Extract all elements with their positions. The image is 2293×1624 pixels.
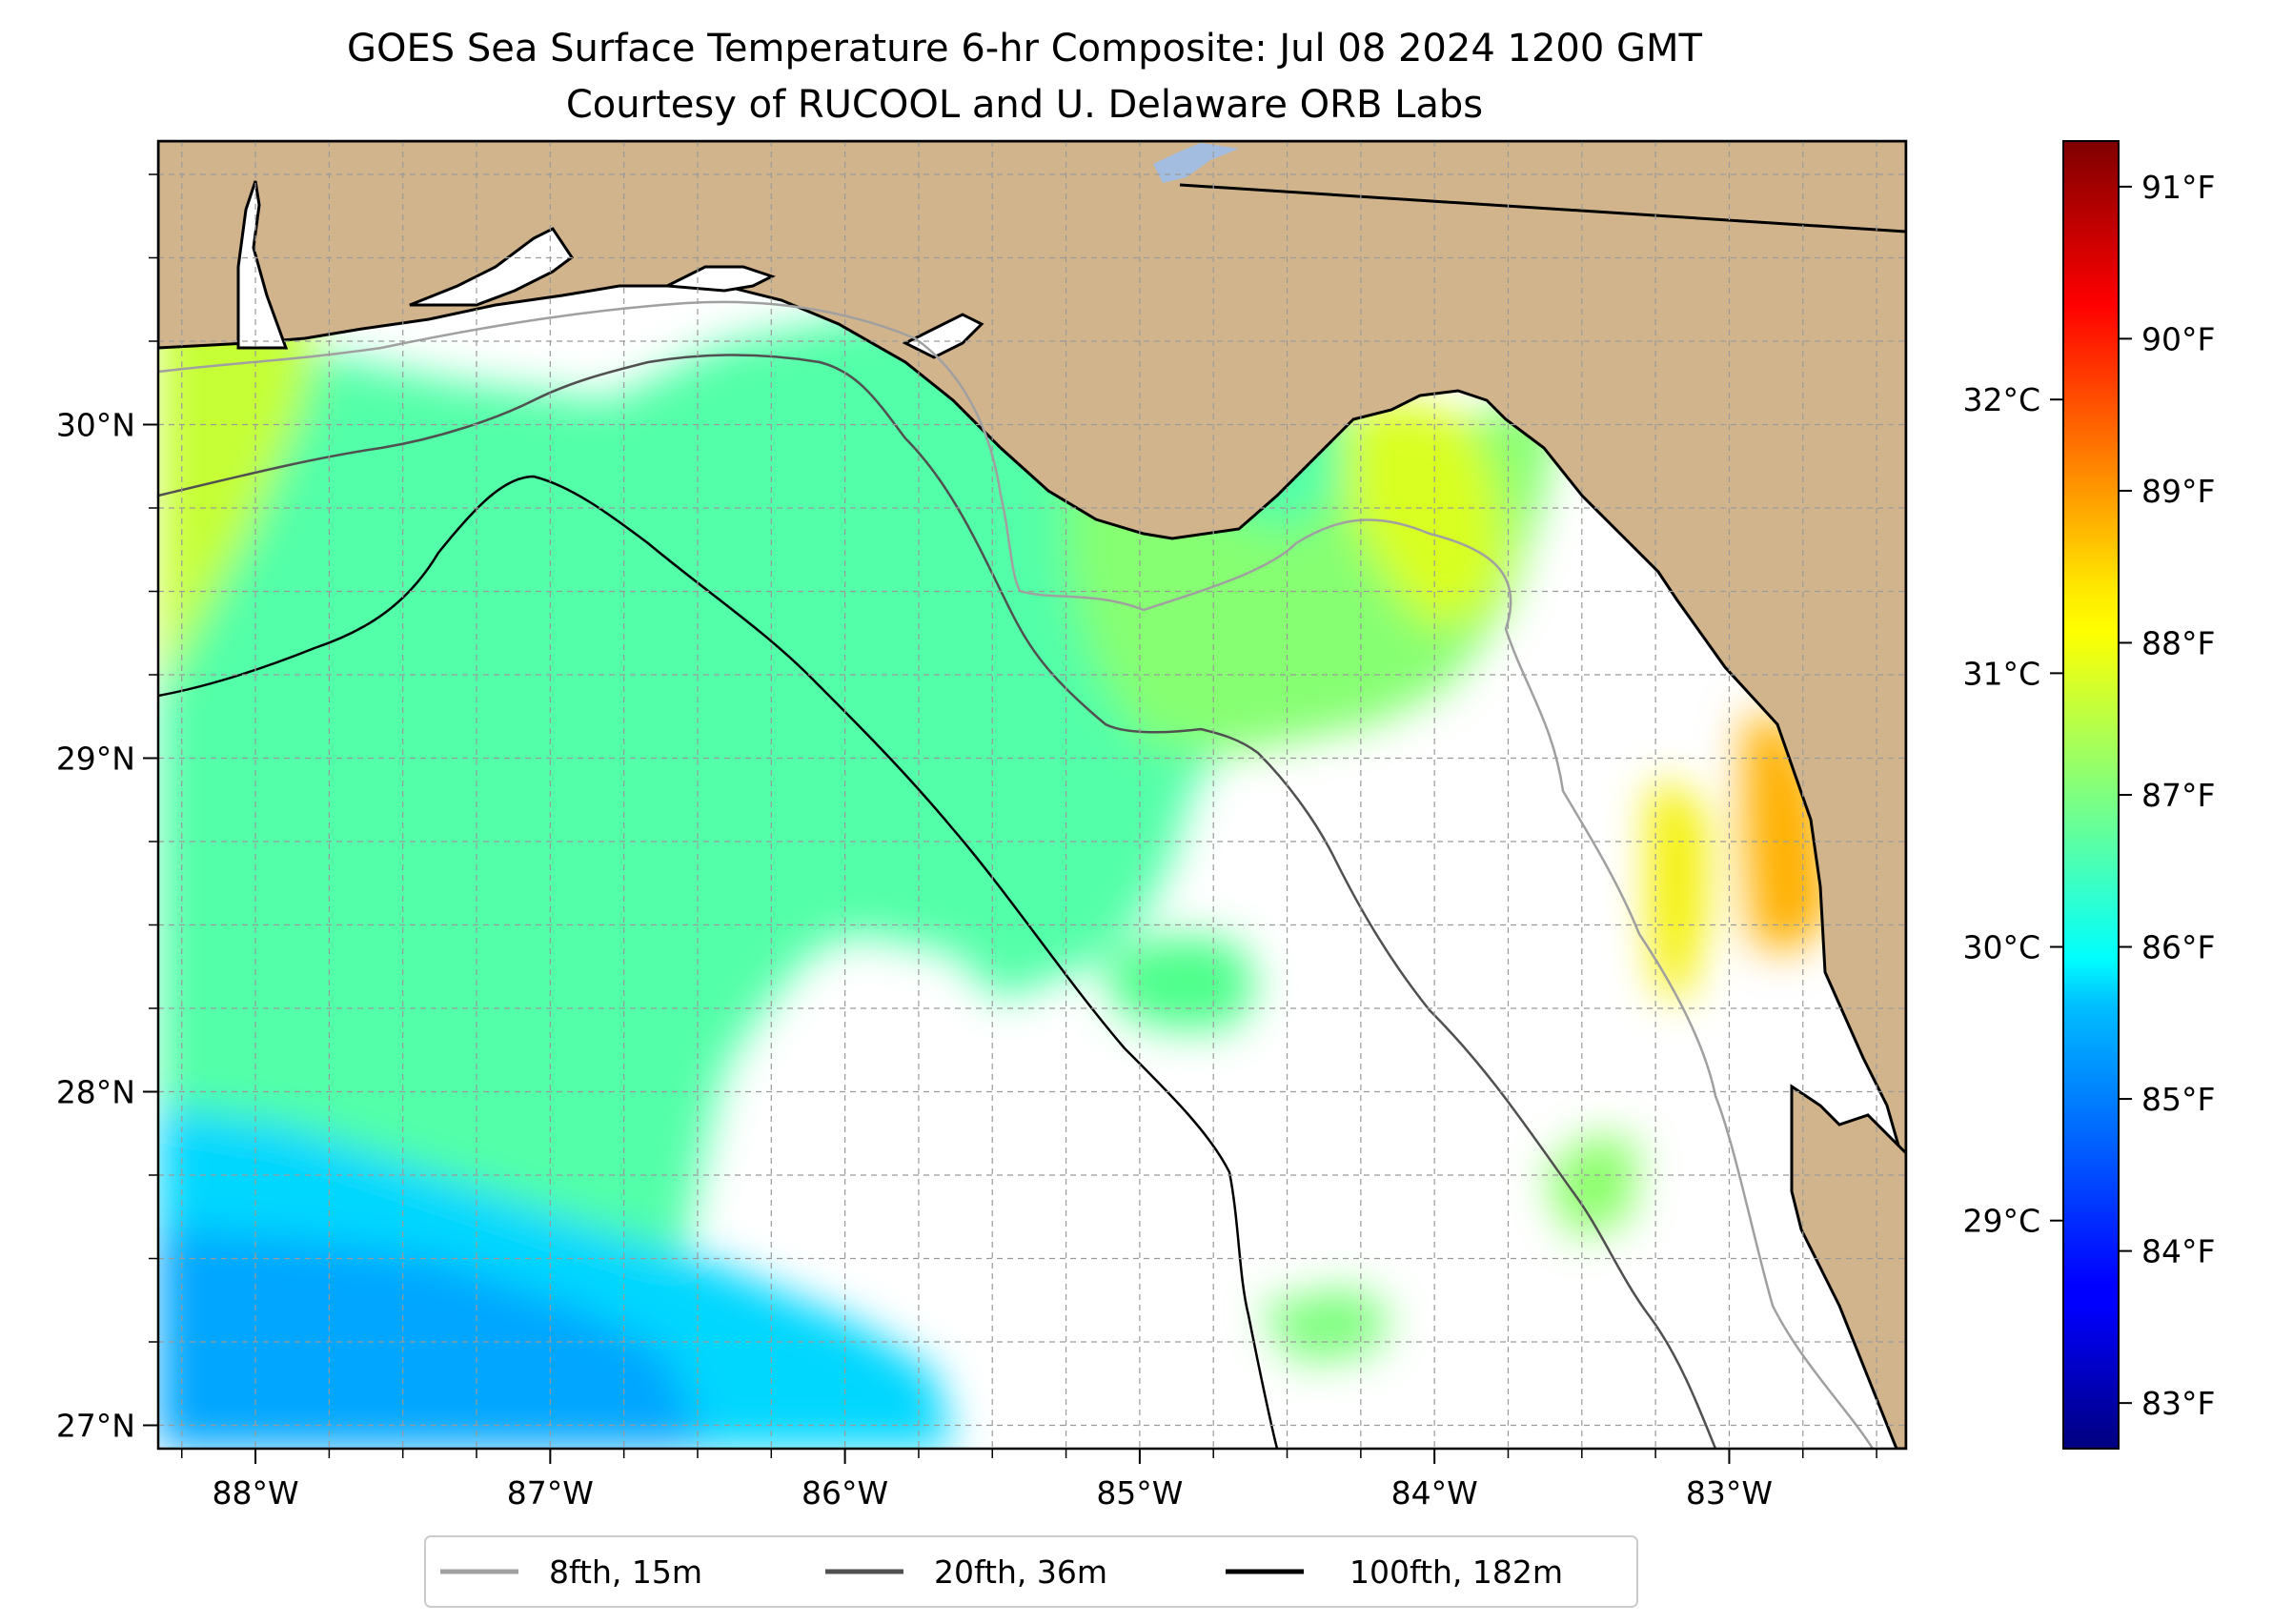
lat-ticks: 30°N 29°N 28°N 27°N — [56, 173, 158, 1445]
colorbar-celsius-ticks: 29°C 30°C 31°C 32°C — [1962, 381, 2063, 1240]
lake-seminole — [1153, 143, 1239, 183]
legend-box — [424, 1535, 1638, 1608]
contour-100fth — [158, 475, 1279, 1449]
lon-ticks: 88°W 87°W 86°W 85°W 84°W 83°W — [180, 1449, 1877, 1512]
lat-tick-label: 27°N — [56, 1408, 135, 1445]
lon-tick-label: 83°W — [1686, 1474, 1773, 1512]
colorbar: 83°F 84°F 85°F 86°F 87°F 88°F 89°F 90°F 91°F 29°… — [1962, 140, 2215, 1450]
contour-20fth — [158, 354, 1717, 1449]
sst-central-patch — [1106, 934, 1258, 1029]
lon-tick-label: 88°W — [212, 1474, 298, 1512]
colorbar-c-label: 31°C — [1962, 655, 2040, 692]
sst-southwest-coolest — [158, 1229, 705, 1449]
colorbar-c-label: 30°C — [1962, 929, 2040, 966]
gridlines — [158, 141, 1906, 1449]
map-panel: 88°W 87°W 86°W 85°W 84°W 83°W 30°N 29°N 28°N 27°… — [56, 139, 1908, 1512]
map-frame — [156, 139, 1908, 1451]
colorbar-gradient — [2063, 141, 2119, 1449]
land-southeast-florida — [1790, 1084, 1906, 1449]
sst-anclote-yellow — [1649, 782, 1706, 1001]
lon-tick-label: 87°W — [507, 1474, 594, 1512]
colorbar-c-label: 32°C — [1962, 381, 2040, 418]
st-andrews-bay — [661, 265, 776, 293]
sst-big-bend-warm — [1344, 400, 1506, 629]
choctawhatchee-bay — [409, 227, 575, 307]
legend-label-20fth: 20fth, 36m — [934, 1553, 1107, 1591]
sst-field — [158, 286, 1830, 1449]
colorbar-f-label: 86°F — [2141, 929, 2215, 966]
map-subtitle: Courtesy of RUCOOL and U. Delaware ORB L… — [566, 83, 1483, 127]
legend-label-100fth: 100fth, 182m — [1349, 1553, 1563, 1591]
colorbar-fahrenheit-ticks: 83°F 84°F 85°F 86°F 87°F 88°F 89°F 90°F 91°F — [2119, 169, 2215, 1422]
sst-tampa-patch — [1544, 1134, 1639, 1239]
sst-west-shelf-warm — [158, 286, 315, 686]
lat-tick-label: 29°N — [56, 741, 135, 778]
land-panhandle-alabama — [158, 141, 1906, 1173]
colorbar-f-label: 83°F — [2141, 1385, 2215, 1422]
colorbar-f-label: 84°F — [2141, 1233, 2215, 1270]
map-title: GOES Sea Surface Temperature 6-hr Compos… — [347, 27, 1702, 71]
colorbar-f-label: 88°F — [2141, 624, 2215, 661]
lat-tick-label: 30°N — [56, 407, 135, 444]
colorbar-f-label: 90°F — [2141, 320, 2215, 357]
colorbar-f-label: 89°F — [2141, 473, 2215, 510]
lon-tick-label: 86°W — [802, 1474, 888, 1512]
colorbar-c-label: 29°C — [1962, 1203, 2040, 1240]
colorbar-f-label: 85°F — [2141, 1081, 2215, 1118]
colorbar-f-label: 87°F — [2141, 777, 2215, 814]
lon-tick-label: 84°W — [1391, 1474, 1478, 1512]
sst-south-central-patch — [1258, 1287, 1391, 1363]
mobile-bay — [236, 180, 289, 350]
state-boundary — [1179, 183, 1906, 233]
lat-tick-label: 28°N — [56, 1074, 135, 1111]
contour-8fth — [158, 300, 1875, 1449]
contour-legend: 8fth, 15m 20fth, 36m 100fth, 182m — [424, 1535, 1638, 1608]
colorbar-f-label: 91°F — [2141, 169, 2215, 206]
legend-label-8fth: 8fth, 15m — [549, 1553, 702, 1591]
lon-tick-label: 85°W — [1096, 1474, 1183, 1512]
